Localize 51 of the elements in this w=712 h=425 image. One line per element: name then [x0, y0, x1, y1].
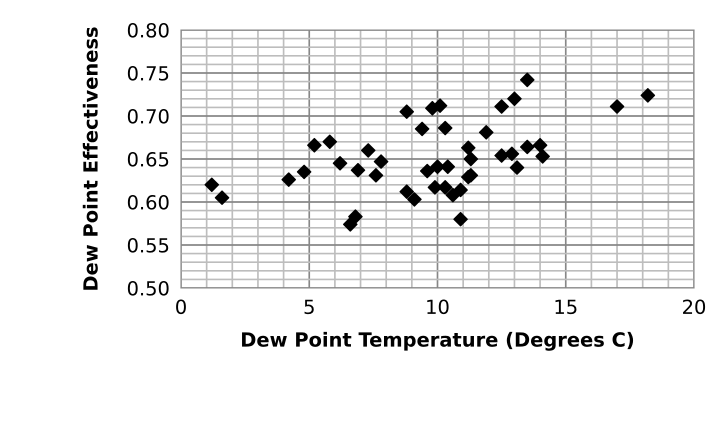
- point: [494, 148, 509, 163]
- point: [453, 212, 468, 226]
- point: [640, 88, 656, 103]
- x-tick-label: 20: [683, 299, 706, 314]
- point: [214, 190, 230, 205]
- point: [332, 156, 348, 171]
- point: [307, 138, 322, 153]
- point: [432, 98, 448, 113]
- point: [360, 143, 376, 158]
- point: [610, 99, 624, 114]
- point: [535, 149, 550, 164]
- point: [532, 138, 548, 153]
- point: [494, 99, 509, 114]
- point: [504, 146, 520, 162]
- point: [464, 152, 478, 166]
- y-tick-label: 0.65: [128, 152, 168, 167]
- y-tick-label: 0.80: [128, 22, 169, 38]
- point: [510, 160, 524, 175]
- x-tick-label: 10: [427, 299, 449, 314]
- y-axis-title: Dew Point Effectiveness: [82, 27, 98, 290]
- x-tick-label: 5: [304, 300, 314, 314]
- point: [368, 168, 384, 183]
- point: [296, 164, 312, 180]
- y-tick-label: 0.50: [128, 280, 169, 296]
- y-tick-label: 0.60: [128, 194, 169, 210]
- x-axis-title: Dew Point Temperature (Degrees C): [242, 332, 634, 351]
- x-tick-label: 0: [176, 299, 186, 314]
- point: [438, 120, 452, 136]
- point: [322, 134, 338, 150]
- point: [507, 92, 522, 106]
- point: [350, 162, 366, 178]
- point: [446, 188, 460, 202]
- y-tick-label: 0.75: [128, 66, 168, 81]
- point: [428, 180, 442, 195]
- x-tick-label: 15: [556, 300, 576, 314]
- point: [399, 104, 414, 119]
- point: [453, 182, 468, 198]
- point: [420, 164, 435, 178]
- point: [348, 209, 363, 224]
- y-tick-label: 0.55: [128, 238, 168, 253]
- point: [478, 125, 494, 140]
- point: [204, 178, 220, 192]
- point: [374, 154, 388, 169]
- point: [399, 184, 414, 199]
- point: [407, 192, 422, 207]
- point: [460, 140, 476, 156]
- point: [281, 172, 296, 187]
- y-tick-label: 0.70: [128, 108, 169, 124]
- point: [414, 122, 430, 136]
- point: [520, 72, 535, 88]
- point: [520, 140, 535, 154]
